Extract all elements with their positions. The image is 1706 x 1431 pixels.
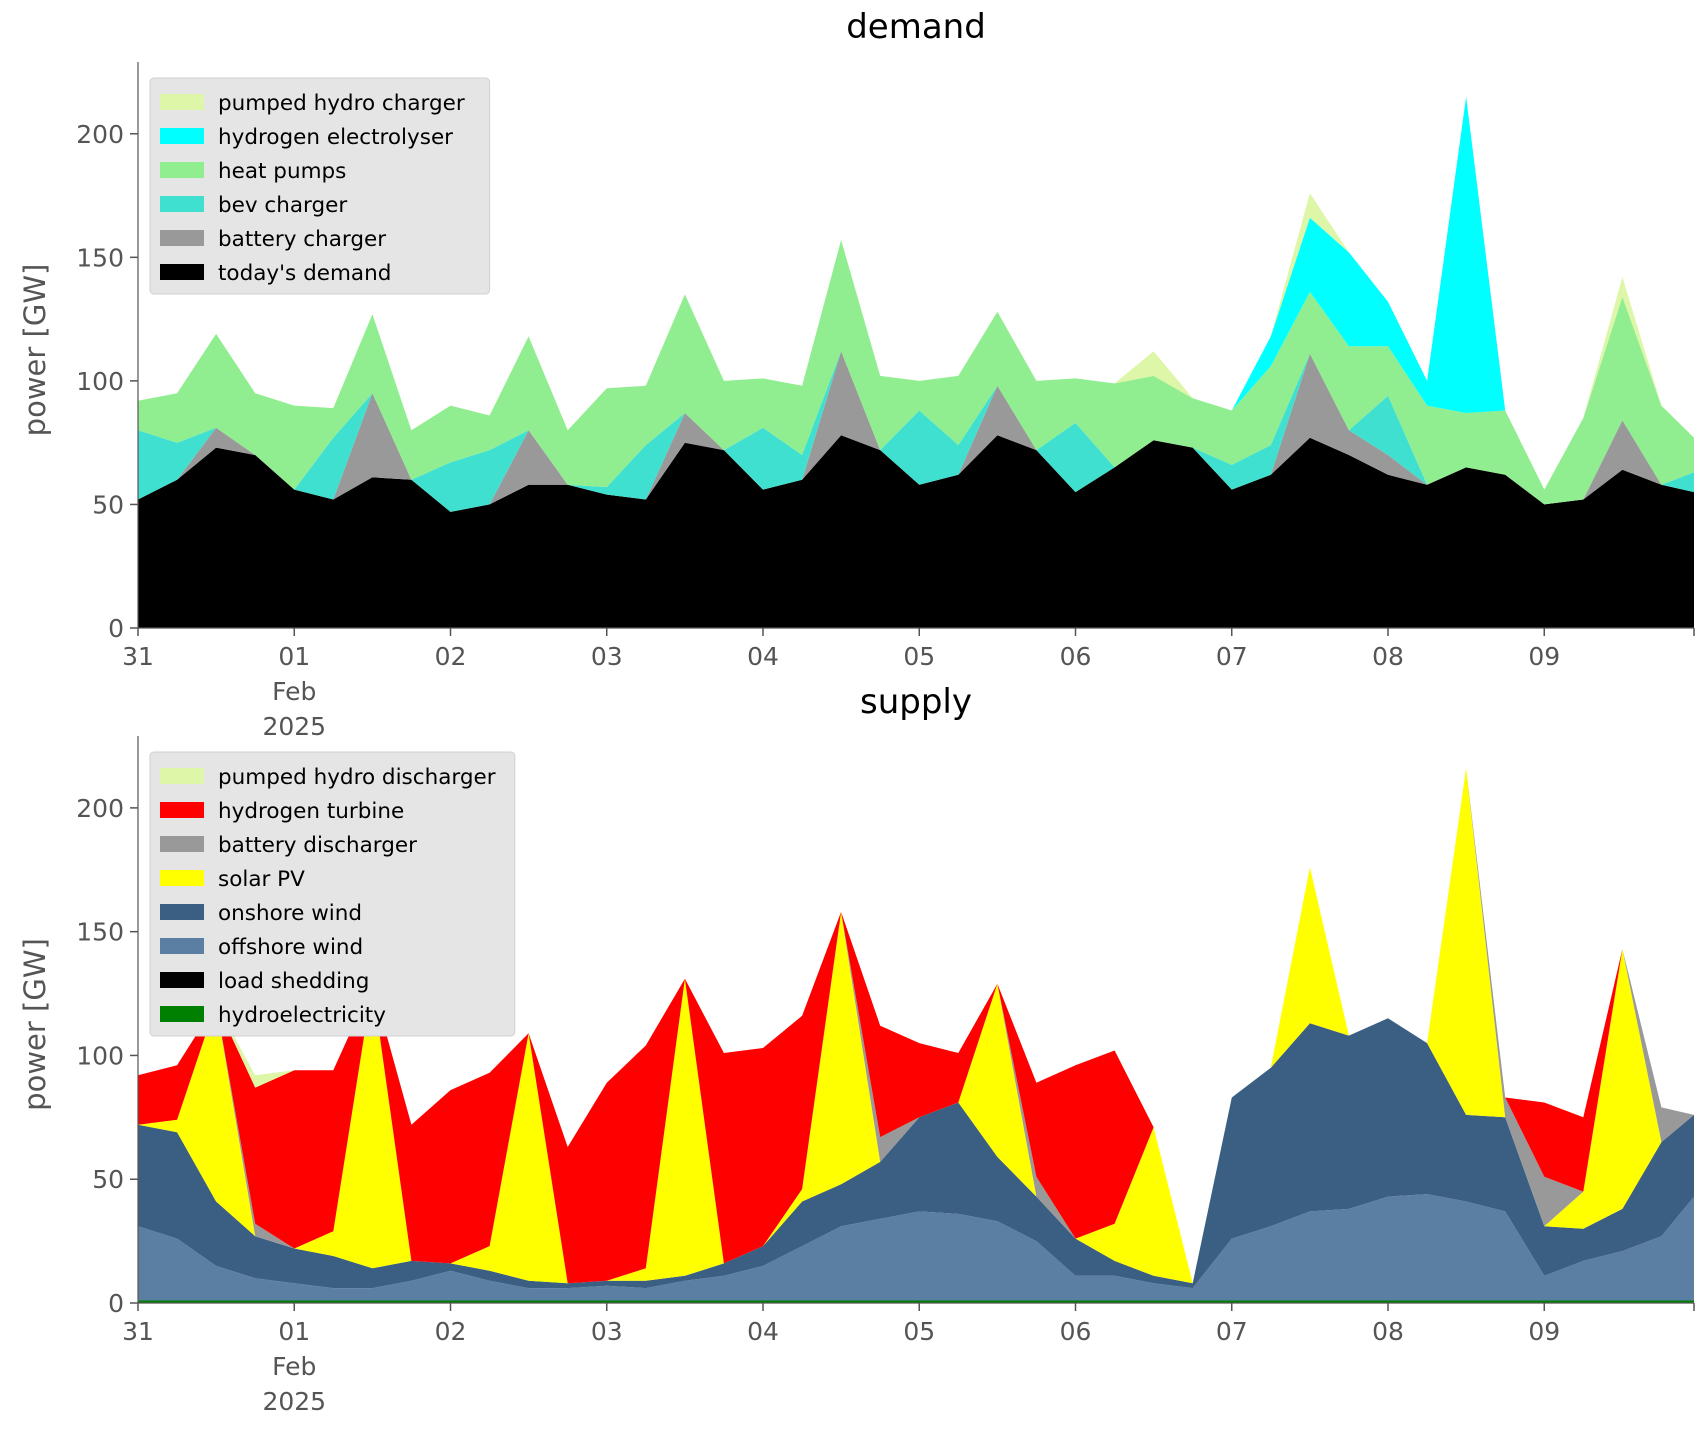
x-tick-label: 02 [435, 1317, 467, 1346]
y-tick-label: 150 [76, 918, 124, 947]
legend-label: battery discharger [218, 833, 417, 858]
area-today-s-demand [138, 435, 1694, 628]
y-tick-label: 100 [76, 1041, 124, 1070]
area-offshore-wind [138, 1194, 1694, 1301]
x-tick-label: 09 [1528, 642, 1560, 671]
x-tick-label: 07 [1216, 642, 1248, 671]
x-tick-label: 08 [1372, 642, 1404, 671]
legend-swatch [160, 938, 204, 954]
legend-label: battery charger [218, 227, 386, 252]
area-bev-charger [138, 351, 1694, 512]
y-axis-label: power [GW] [18, 264, 52, 437]
legend-label: heat pumps [218, 159, 346, 184]
y-tick-label: 100 [76, 367, 124, 396]
x-tick-label: 08 [1372, 1317, 1404, 1346]
legend-swatch [160, 264, 204, 280]
chart-title: demand [846, 7, 986, 47]
x-tick-label: 31 [122, 1317, 154, 1346]
x-tick-label: 31 [122, 642, 154, 671]
x-tick-label: 06 [1060, 1317, 1092, 1346]
legend-label: today's demand [218, 261, 391, 286]
y-tick-label: 150 [76, 243, 124, 272]
legend-swatch [160, 196, 204, 212]
y-tick-label: 50 [92, 1165, 124, 1194]
area-hydrogen-turbine [138, 768, 1694, 1284]
chart-title: supply [860, 682, 972, 722]
legend-swatch [160, 972, 204, 988]
legend-label: load shedding [218, 969, 369, 994]
legend-label: hydroelectricity [218, 1003, 386, 1028]
legend-label: solar PV [218, 867, 305, 892]
legend-label: pumped hydro discharger [218, 765, 496, 790]
area-onshore-wind [138, 1018, 1694, 1289]
legend-swatch [160, 768, 204, 784]
area-heat-pumps [138, 240, 1694, 505]
legend-swatch [160, 128, 204, 144]
x-tick-label: 03 [591, 642, 623, 671]
legend-swatch [160, 904, 204, 920]
legend-swatch [160, 802, 204, 818]
legend-label: hydrogen electrolyser [218, 125, 453, 150]
y-tick-label: 200 [76, 794, 124, 823]
y-tick-label: 0 [108, 614, 124, 643]
area-battery-charger [138, 351, 1694, 512]
y-axis-label: power [GW] [18, 938, 52, 1111]
legend-swatch [160, 94, 204, 110]
legend-swatch [160, 230, 204, 246]
y-tick-label: 50 [92, 490, 124, 519]
x-tick-label: 05 [903, 642, 935, 671]
legend-label: pumped hydro charger [218, 91, 465, 116]
x-tick-label: 05 [903, 1317, 935, 1346]
y-tick-label: 0 [108, 1289, 124, 1318]
x-tick-label: 01 Feb 2025 [262, 642, 326, 741]
legend-label: onshore wind [218, 901, 362, 926]
legend-swatch [160, 836, 204, 852]
legend-label: offshore wind [218, 935, 363, 960]
x-tick-label: 09 [1528, 1317, 1560, 1346]
legend-label: bev charger [218, 193, 347, 218]
area-solar-pv [138, 768, 1694, 1284]
x-tick-label: 04 [747, 642, 779, 671]
area-hydroelectricity [138, 1300, 1694, 1303]
legend-swatch [160, 870, 204, 886]
legend-box [149, 751, 516, 1037]
legend-swatch [160, 1006, 204, 1022]
x-tick-label: 04 [747, 1317, 779, 1346]
legend-swatch [160, 162, 204, 178]
x-tick-label: 06 [1060, 642, 1092, 671]
y-tick-label: 200 [76, 120, 124, 149]
x-tick-label: 02 [435, 642, 467, 671]
legend-box [149, 77, 491, 295]
x-tick-label: 03 [591, 1317, 623, 1346]
x-tick-label: 07 [1216, 1317, 1248, 1346]
legend-label: hydrogen turbine [218, 799, 404, 824]
x-tick-label: 01 Feb 2025 [262, 1317, 326, 1416]
